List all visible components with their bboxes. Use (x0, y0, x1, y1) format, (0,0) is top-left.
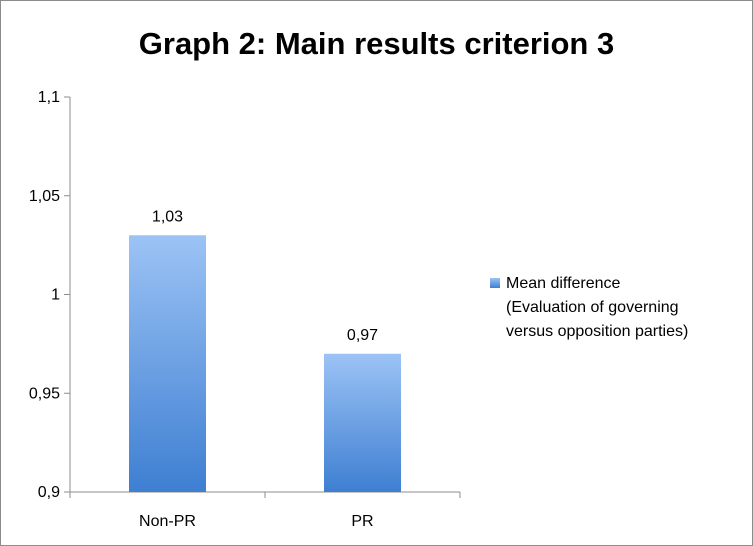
y-tick-label: 0,9 (38, 484, 60, 501)
data-label: 1,03 (152, 208, 183, 225)
legend-label: Mean difference (Evaluation of governing… (506, 275, 689, 340)
data-label: 0,97 (347, 327, 378, 344)
chart-title: Graph 2: Main results criterion 3 (138, 26, 615, 61)
bar (129, 235, 206, 492)
x-tick-label: Non-PR (139, 513, 196, 530)
legend-swatch (490, 278, 500, 288)
legend: Mean difference (Evaluation of governing… (490, 272, 740, 344)
bars: 1,03 0,97 (129, 208, 401, 492)
x-tick-label: PR (351, 513, 373, 530)
y-tick-label: 1,05 (29, 188, 60, 205)
bar (324, 353, 401, 492)
y-tick-label: 1,1 (38, 89, 60, 106)
y-tick-label: 0,95 (29, 385, 60, 402)
axes: 0,9 0,95 1 1,05 1,1 Non-PR PR (29, 89, 461, 530)
y-tick-label: 1 (51, 287, 60, 304)
